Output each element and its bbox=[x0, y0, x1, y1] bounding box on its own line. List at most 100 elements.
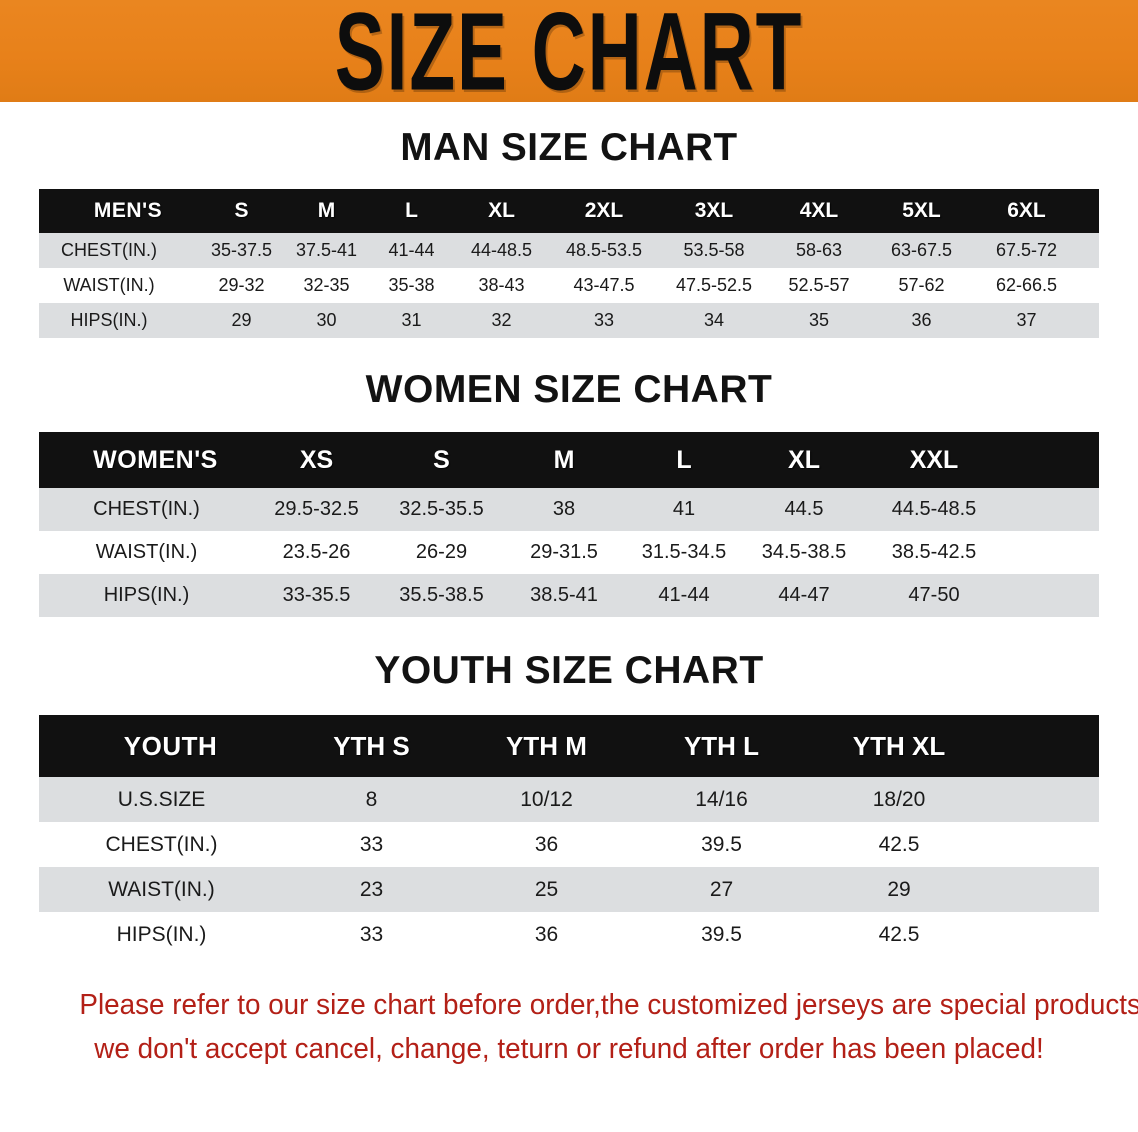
youth-chest-spacer bbox=[989, 822, 1099, 867]
youth-size-col-m: YTH M bbox=[506, 730, 587, 761]
youth-waist-m: 25 bbox=[534, 877, 559, 901]
man-hips-4xl: 35 bbox=[808, 310, 830, 330]
table-row: HIPS(IN.) 33-35.5 35.5-38.5 38.5-41 41-4… bbox=[39, 574, 1099, 617]
youth-waist-xl: 29 bbox=[887, 877, 911, 901]
youth-us-size-l: 14/16 bbox=[695, 787, 748, 811]
youth-chest-xl: 42.5 bbox=[878, 832, 920, 856]
man-row-label-chest: CHEST(IN.) bbox=[61, 240, 157, 260]
women-chest-xxl: 44.5-48.5 bbox=[891, 498, 977, 520]
man-size-col-xl: XL bbox=[488, 199, 515, 222]
women-size-col-xl: XL bbox=[788, 445, 820, 474]
women-size-col-l: L bbox=[676, 445, 692, 474]
women-waist-m: 29-31.5 bbox=[530, 541, 598, 563]
man-chest-6xl: 67.5-72 bbox=[995, 240, 1058, 260]
youth-us-size-m: 10/12 bbox=[520, 787, 573, 811]
youth-us-size-s: 8 bbox=[365, 787, 378, 811]
banner-title: SIZE CHART bbox=[334, 0, 804, 102]
man-row-label-waist: WAIST(IN.) bbox=[63, 275, 155, 295]
man-size-col-s: S bbox=[234, 199, 249, 222]
women-section-title: WOMEN SIZE CHART bbox=[365, 368, 773, 411]
women-header-label: WOMEN'S bbox=[93, 445, 218, 474]
youth-size-col-s: YTH S bbox=[333, 730, 410, 761]
man-chest-2xl: 48.5-53.5 bbox=[565, 240, 643, 260]
women-chest-xl: 44.5 bbox=[784, 498, 824, 520]
youth-hips-s: 33 bbox=[359, 922, 384, 946]
man-size-col-2xl: 2XL bbox=[584, 199, 624, 222]
disclaimer-text: Please refer to our size chart before or… bbox=[79, 983, 1138, 1071]
man-row-label-hips: HIPS(IN.) bbox=[70, 310, 148, 330]
women-waist-l: 31.5-34.5 bbox=[641, 541, 727, 563]
women-chest-m: 38 bbox=[552, 498, 576, 520]
man-header-spacer bbox=[1079, 189, 1099, 233]
man-waist-6xl: 62-66.5 bbox=[995, 275, 1058, 295]
women-size-col-s: S bbox=[433, 445, 450, 474]
man-chest-xl: 44-48.5 bbox=[470, 240, 533, 260]
man-hips-xl: 32 bbox=[491, 310, 512, 330]
man-section-title: MAN SIZE CHART bbox=[400, 126, 738, 169]
man-size-col-4xl: 4XL bbox=[799, 199, 839, 222]
man-header-label: MEN'S bbox=[93, 199, 163, 222]
women-size-table: WOMEN'S XS S M L XL XXL CHEST(IN.) 29.5-… bbox=[39, 432, 1099, 617]
youth-hips-l: 39.5 bbox=[701, 922, 742, 946]
man-waist-spacer bbox=[1079, 268, 1099, 303]
man-waist-m: 32-35 bbox=[303, 275, 350, 295]
man-chest-5xl: 63-67.5 bbox=[890, 240, 953, 260]
women-size-col-m: M bbox=[553, 445, 575, 474]
man-waist-3xl: 47.5-52.5 bbox=[675, 275, 753, 295]
man-size-col-m: M bbox=[317, 199, 336, 222]
women-chart-wrap: WOMEN'S XS S M L XL XXL CHEST(IN.) 29.5-… bbox=[39, 432, 1099, 617]
man-size-col-3xl: 3XL bbox=[694, 199, 734, 222]
women-size-col-xxl: XXL bbox=[909, 445, 959, 474]
women-chest-xs: 29.5-32.5 bbox=[274, 498, 359, 520]
table-row: CHEST(IN.) 33 36 39.5 42.5 bbox=[39, 822, 1099, 867]
table-row: U.S.SIZE 8 10/12 14/16 18/20 bbox=[39, 777, 1099, 822]
women-chest-spacer bbox=[1004, 488, 1099, 531]
youth-size-col-xl: YTH XL bbox=[852, 730, 946, 761]
youth-hips-m: 36 bbox=[534, 922, 559, 946]
youth-row-label-hips: HIPS(IN.) bbox=[116, 922, 207, 946]
man-chest-m: 37.5-41 bbox=[295, 240, 358, 260]
youth-us-size-spacer bbox=[989, 777, 1099, 822]
table-row: WAIST(IN.) 23 25 27 29 bbox=[39, 867, 1099, 912]
women-size-col-xs: XS bbox=[299, 445, 334, 474]
youth-chart-wrap: YOUTH YTH S YTH M YTH L YTH XL U.S.SIZE … bbox=[39, 715, 1099, 957]
youth-waist-spacer bbox=[989, 867, 1099, 912]
youth-chest-l: 39.5 bbox=[701, 832, 742, 856]
youth-row-label-us-size: U.S.SIZE bbox=[117, 787, 206, 811]
man-waist-4xl: 52.5-57 bbox=[788, 275, 850, 295]
youth-waist-s: 23 bbox=[359, 877, 384, 901]
man-waist-l: 35-38 bbox=[388, 275, 435, 295]
table-row: HIPS(IN.) 33 36 39.5 42.5 bbox=[39, 912, 1099, 957]
man-size-col-5xl: 5XL bbox=[902, 199, 941, 222]
man-hips-spacer bbox=[1079, 303, 1099, 338]
man-hips-s: 29 bbox=[231, 310, 252, 330]
table-row: WAIST(IN.) 29-32 32-35 35-38 38-43 43-47… bbox=[39, 268, 1099, 303]
man-waist-xl: 38-43 bbox=[478, 275, 525, 295]
man-chest-spacer bbox=[1079, 233, 1099, 268]
man-hips-5xl: 36 bbox=[911, 310, 932, 330]
women-waist-xxl: 38.5-42.5 bbox=[891, 541, 977, 563]
women-waist-spacer bbox=[1004, 531, 1099, 574]
youth-header-row: YOUTH YTH S YTH M YTH L YTH XL bbox=[39, 715, 1099, 777]
youth-us-size-xl: 18/20 bbox=[872, 787, 926, 811]
women-header-row: WOMEN'S XS S M L XL XXL bbox=[39, 432, 1099, 488]
man-size-table: MEN'S S M L XL 2XL 3XL 4XL 5XL 6XL CHEST… bbox=[39, 189, 1099, 338]
table-row: CHEST(IN.) 29.5-32.5 32.5-35.5 38 41 44.… bbox=[39, 488, 1099, 531]
women-hips-xxl: 47-50 bbox=[908, 584, 960, 606]
man-hips-6xl: 37 bbox=[1016, 310, 1037, 330]
man-hips-3xl: 34 bbox=[703, 310, 725, 330]
man-size-col-6xl: 6XL bbox=[1007, 199, 1046, 222]
women-header-spacer bbox=[1004, 432, 1099, 488]
man-hips-m: 30 bbox=[316, 310, 337, 330]
women-waist-xl: 34.5-38.5 bbox=[761, 541, 847, 563]
man-waist-5xl: 57-62 bbox=[898, 275, 945, 295]
man-chest-l: 41-44 bbox=[388, 240, 435, 260]
women-row-label-waist: WAIST(IN.) bbox=[95, 541, 198, 563]
man-chart-wrap: MEN'S S M L XL 2XL 3XL 4XL 5XL 6XL CHEST… bbox=[39, 189, 1099, 338]
women-hips-spacer bbox=[1004, 574, 1099, 617]
table-row: WAIST(IN.) 23.5-26 26-29 29-31.5 31.5-34… bbox=[39, 531, 1099, 574]
women-hips-m: 38.5-41 bbox=[530, 584, 598, 606]
page-banner: SIZE CHART bbox=[0, 0, 1138, 102]
youth-chest-s: 33 bbox=[359, 832, 384, 856]
